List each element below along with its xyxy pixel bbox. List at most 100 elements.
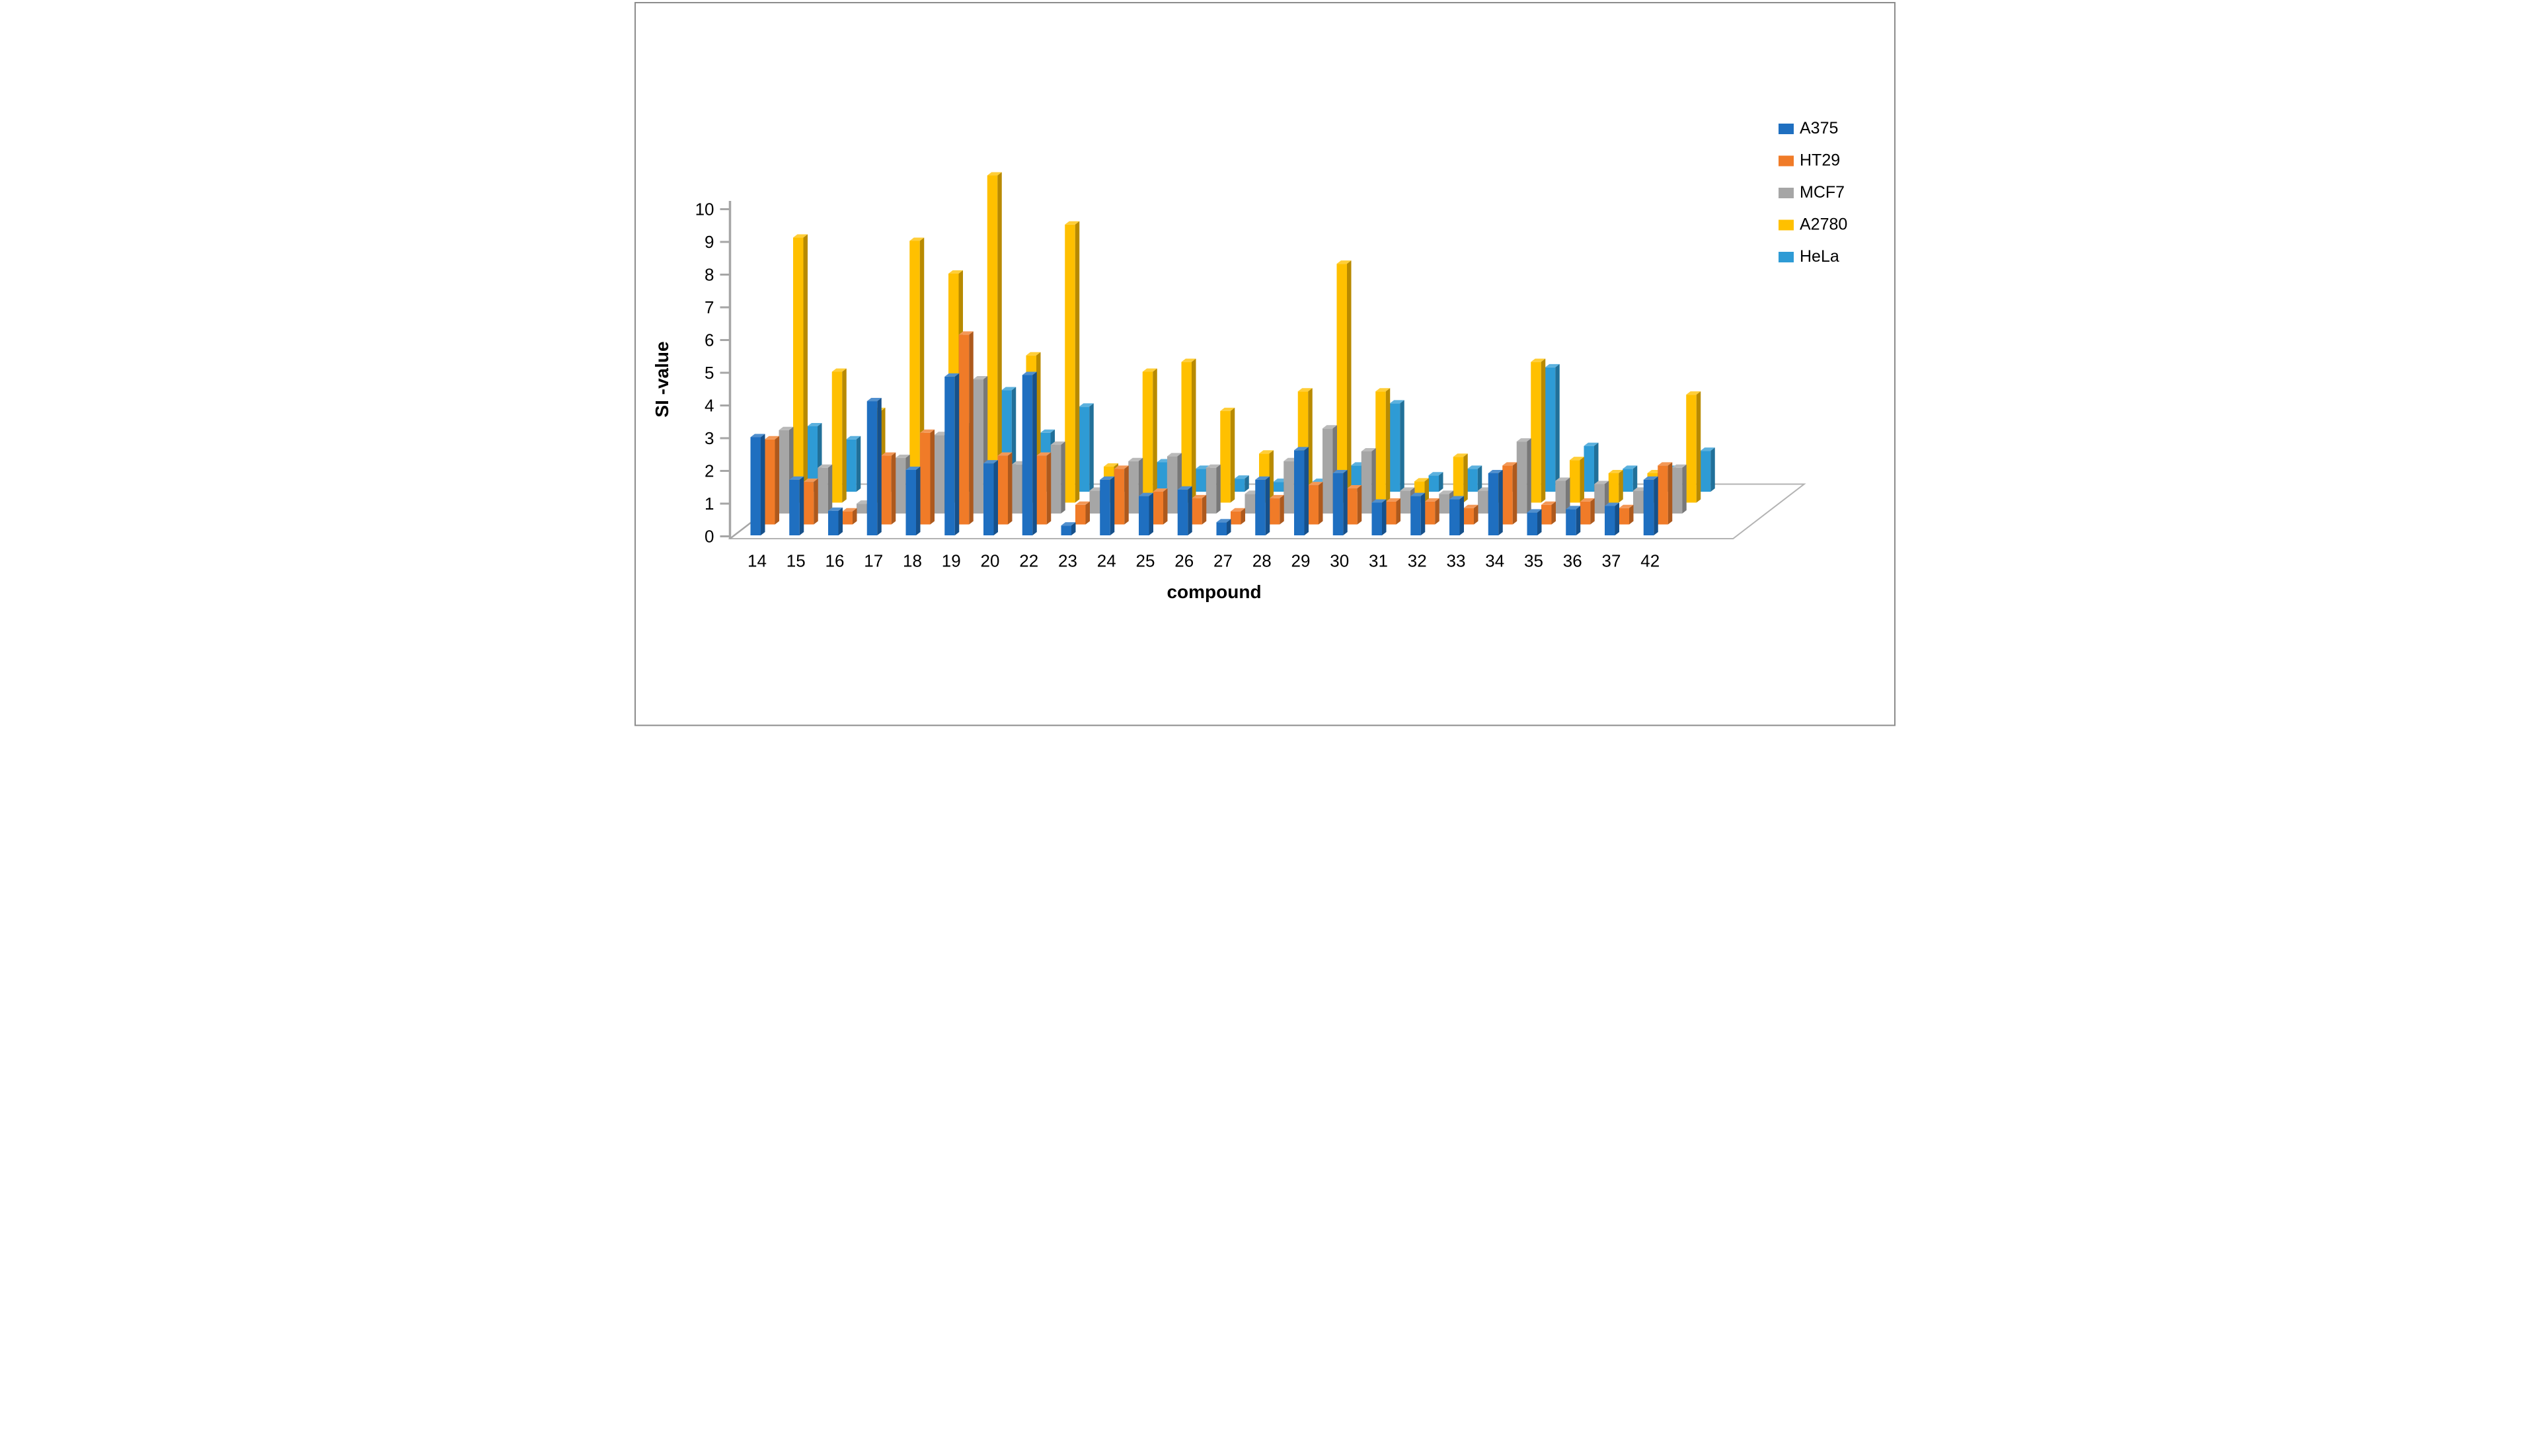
- y-tick-label: 10: [695, 200, 714, 219]
- bar-A2780-32: [1453, 453, 1468, 503]
- bar-MCF7-34: [1516, 438, 1531, 514]
- series-HT29: [765, 331, 1673, 525]
- bar-HT29-16: [842, 508, 857, 525]
- bar-A375-17: [866, 398, 882, 535]
- value-axis: 0 1 2 3 4 5 6 7 8 9 10: [695, 200, 732, 547]
- bar-HeLa-42: [1700, 447, 1715, 492]
- bar-HT29-19: [958, 331, 974, 525]
- bar-HT29-20: [997, 452, 1013, 525]
- category-label-34: 34: [1485, 551, 1504, 571]
- bar-MCF7-42: [1671, 464, 1687, 514]
- bar-A375-19: [944, 373, 960, 535]
- bar-A2780-22: [1065, 221, 1080, 503]
- bar-HT29-35: [1541, 501, 1556, 525]
- category-label-37: 37: [1602, 551, 1621, 571]
- category-label-18: 18: [903, 551, 922, 571]
- bar-A375-36: [1566, 506, 1581, 535]
- bar-A375-24: [1100, 476, 1115, 535]
- bar-A2780-42: [1686, 391, 1701, 503]
- bar-HT29-33: [1463, 504, 1478, 525]
- category-label-25: 25: [1136, 551, 1155, 571]
- y-tick-label: 0: [705, 527, 714, 547]
- bar-MCF7-15: [818, 464, 833, 514]
- bar-HT29-24: [1114, 465, 1129, 525]
- legend-swatch-A2780: [1779, 219, 1794, 231]
- bar-A375-20: [983, 460, 998, 535]
- bar-A375-31: [1371, 499, 1387, 535]
- category-label-20: 20: [981, 551, 1000, 571]
- bar-A2780-30: [1375, 388, 1391, 503]
- bar-A375-34: [1488, 469, 1503, 535]
- legend-item-HT29: HT29: [1779, 151, 1840, 170]
- bar-A2780-29: [1336, 260, 1352, 503]
- bar-HT29-29: [1308, 482, 1323, 525]
- bar-A375-42: [1643, 476, 1658, 535]
- category-label-42: 42: [1640, 551, 1660, 571]
- category-label-29: 29: [1291, 551, 1311, 571]
- category-label-32: 32: [1408, 551, 1427, 571]
- category-label-14: 14: [748, 551, 767, 571]
- bar-HT29-32: [1424, 498, 1439, 525]
- bar-HT29-42: [1658, 462, 1673, 525]
- x-axis-title: compound: [1167, 582, 1261, 602]
- bar-HT29-37: [1619, 504, 1634, 525]
- bar-A2780-26: [1220, 407, 1235, 503]
- bar-A375-15: [789, 476, 804, 535]
- category-label-16: 16: [825, 551, 845, 571]
- bar-A375-33: [1449, 496, 1464, 535]
- legend-label-HT29: HT29: [1800, 151, 1840, 170]
- bar-A2780-24: [1142, 368, 1157, 503]
- bar-A375-30: [1332, 469, 1348, 535]
- y-tick-label: 9: [705, 232, 714, 252]
- bar-HT29-26: [1192, 494, 1207, 525]
- bar-A2780-34: [1531, 358, 1546, 503]
- category-label-26: 26: [1174, 551, 1194, 571]
- bar-A375-27: [1216, 519, 1231, 535]
- category-label-31: 31: [1369, 551, 1388, 571]
- figure-border: [634, 2, 1896, 726]
- y-tick-label: 1: [705, 494, 714, 514]
- y-tick-label: 6: [705, 330, 714, 350]
- bar-A375-23: [1061, 522, 1076, 535]
- bar-HT29-18: [920, 429, 935, 525]
- series-A375: [750, 371, 1658, 535]
- bar-A375-25: [1139, 492, 1153, 535]
- bar-HT29-30: [1347, 485, 1362, 525]
- bar-A375-18: [905, 467, 921, 535]
- legend-swatch-HT29: [1779, 155, 1794, 167]
- bar-MCF7-36: [1594, 480, 1609, 514]
- bar-A375-32: [1410, 492, 1426, 535]
- legend-label-MCF7: MCF7: [1800, 183, 1845, 202]
- bars-group: [750, 172, 1715, 535]
- bar-MCF7-26: [1206, 464, 1221, 514]
- y-tick-label: 3: [705, 428, 714, 448]
- category-label-33: 33: [1447, 551, 1466, 571]
- bar-A375-14: [750, 434, 765, 535]
- bar-HeLa-22: [1079, 403, 1094, 492]
- bar-HT29-22: [1036, 452, 1052, 525]
- bar-HT29-25: [1153, 488, 1168, 525]
- bar-HT29-17: [881, 452, 896, 525]
- bar-HeLa-15: [846, 436, 861, 492]
- y-axis-title: SI -value: [652, 341, 672, 417]
- bar-A2780-35: [1570, 457, 1584, 503]
- legend-item-A375: A375: [1779, 119, 1838, 137]
- bar-MCF7-30: [1361, 447, 1376, 514]
- legend-item-A2780: A2780: [1779, 215, 1847, 234]
- bar-HeLa-35: [1584, 442, 1599, 492]
- bar-HT29-15: [803, 479, 818, 525]
- category-axis-labels: 14 15 16 17 18 19 20 22 23 24 25 26 27 28 29 30 31 32 33 34…: [748, 551, 1660, 571]
- legend-item-HeLa: HeLa: [1779, 247, 1839, 266]
- y-tick-label: 2: [705, 461, 714, 481]
- category-label-19: 19: [942, 551, 961, 571]
- bar-HT29-27: [1231, 508, 1245, 525]
- legend: A375 HT29 MCF7 A2780 HeLa: [1779, 119, 1847, 266]
- bar-MCF7-22: [1050, 441, 1065, 514]
- category-label-23: 23: [1058, 551, 1077, 571]
- bar-HeLa-31: [1428, 472, 1443, 492]
- bar-A375-26: [1177, 486, 1192, 535]
- category-label-35: 35: [1524, 551, 1543, 571]
- legend-label-HeLa: HeLa: [1800, 247, 1839, 266]
- category-label-24: 24: [1097, 551, 1116, 571]
- category-label-17: 17: [864, 551, 883, 571]
